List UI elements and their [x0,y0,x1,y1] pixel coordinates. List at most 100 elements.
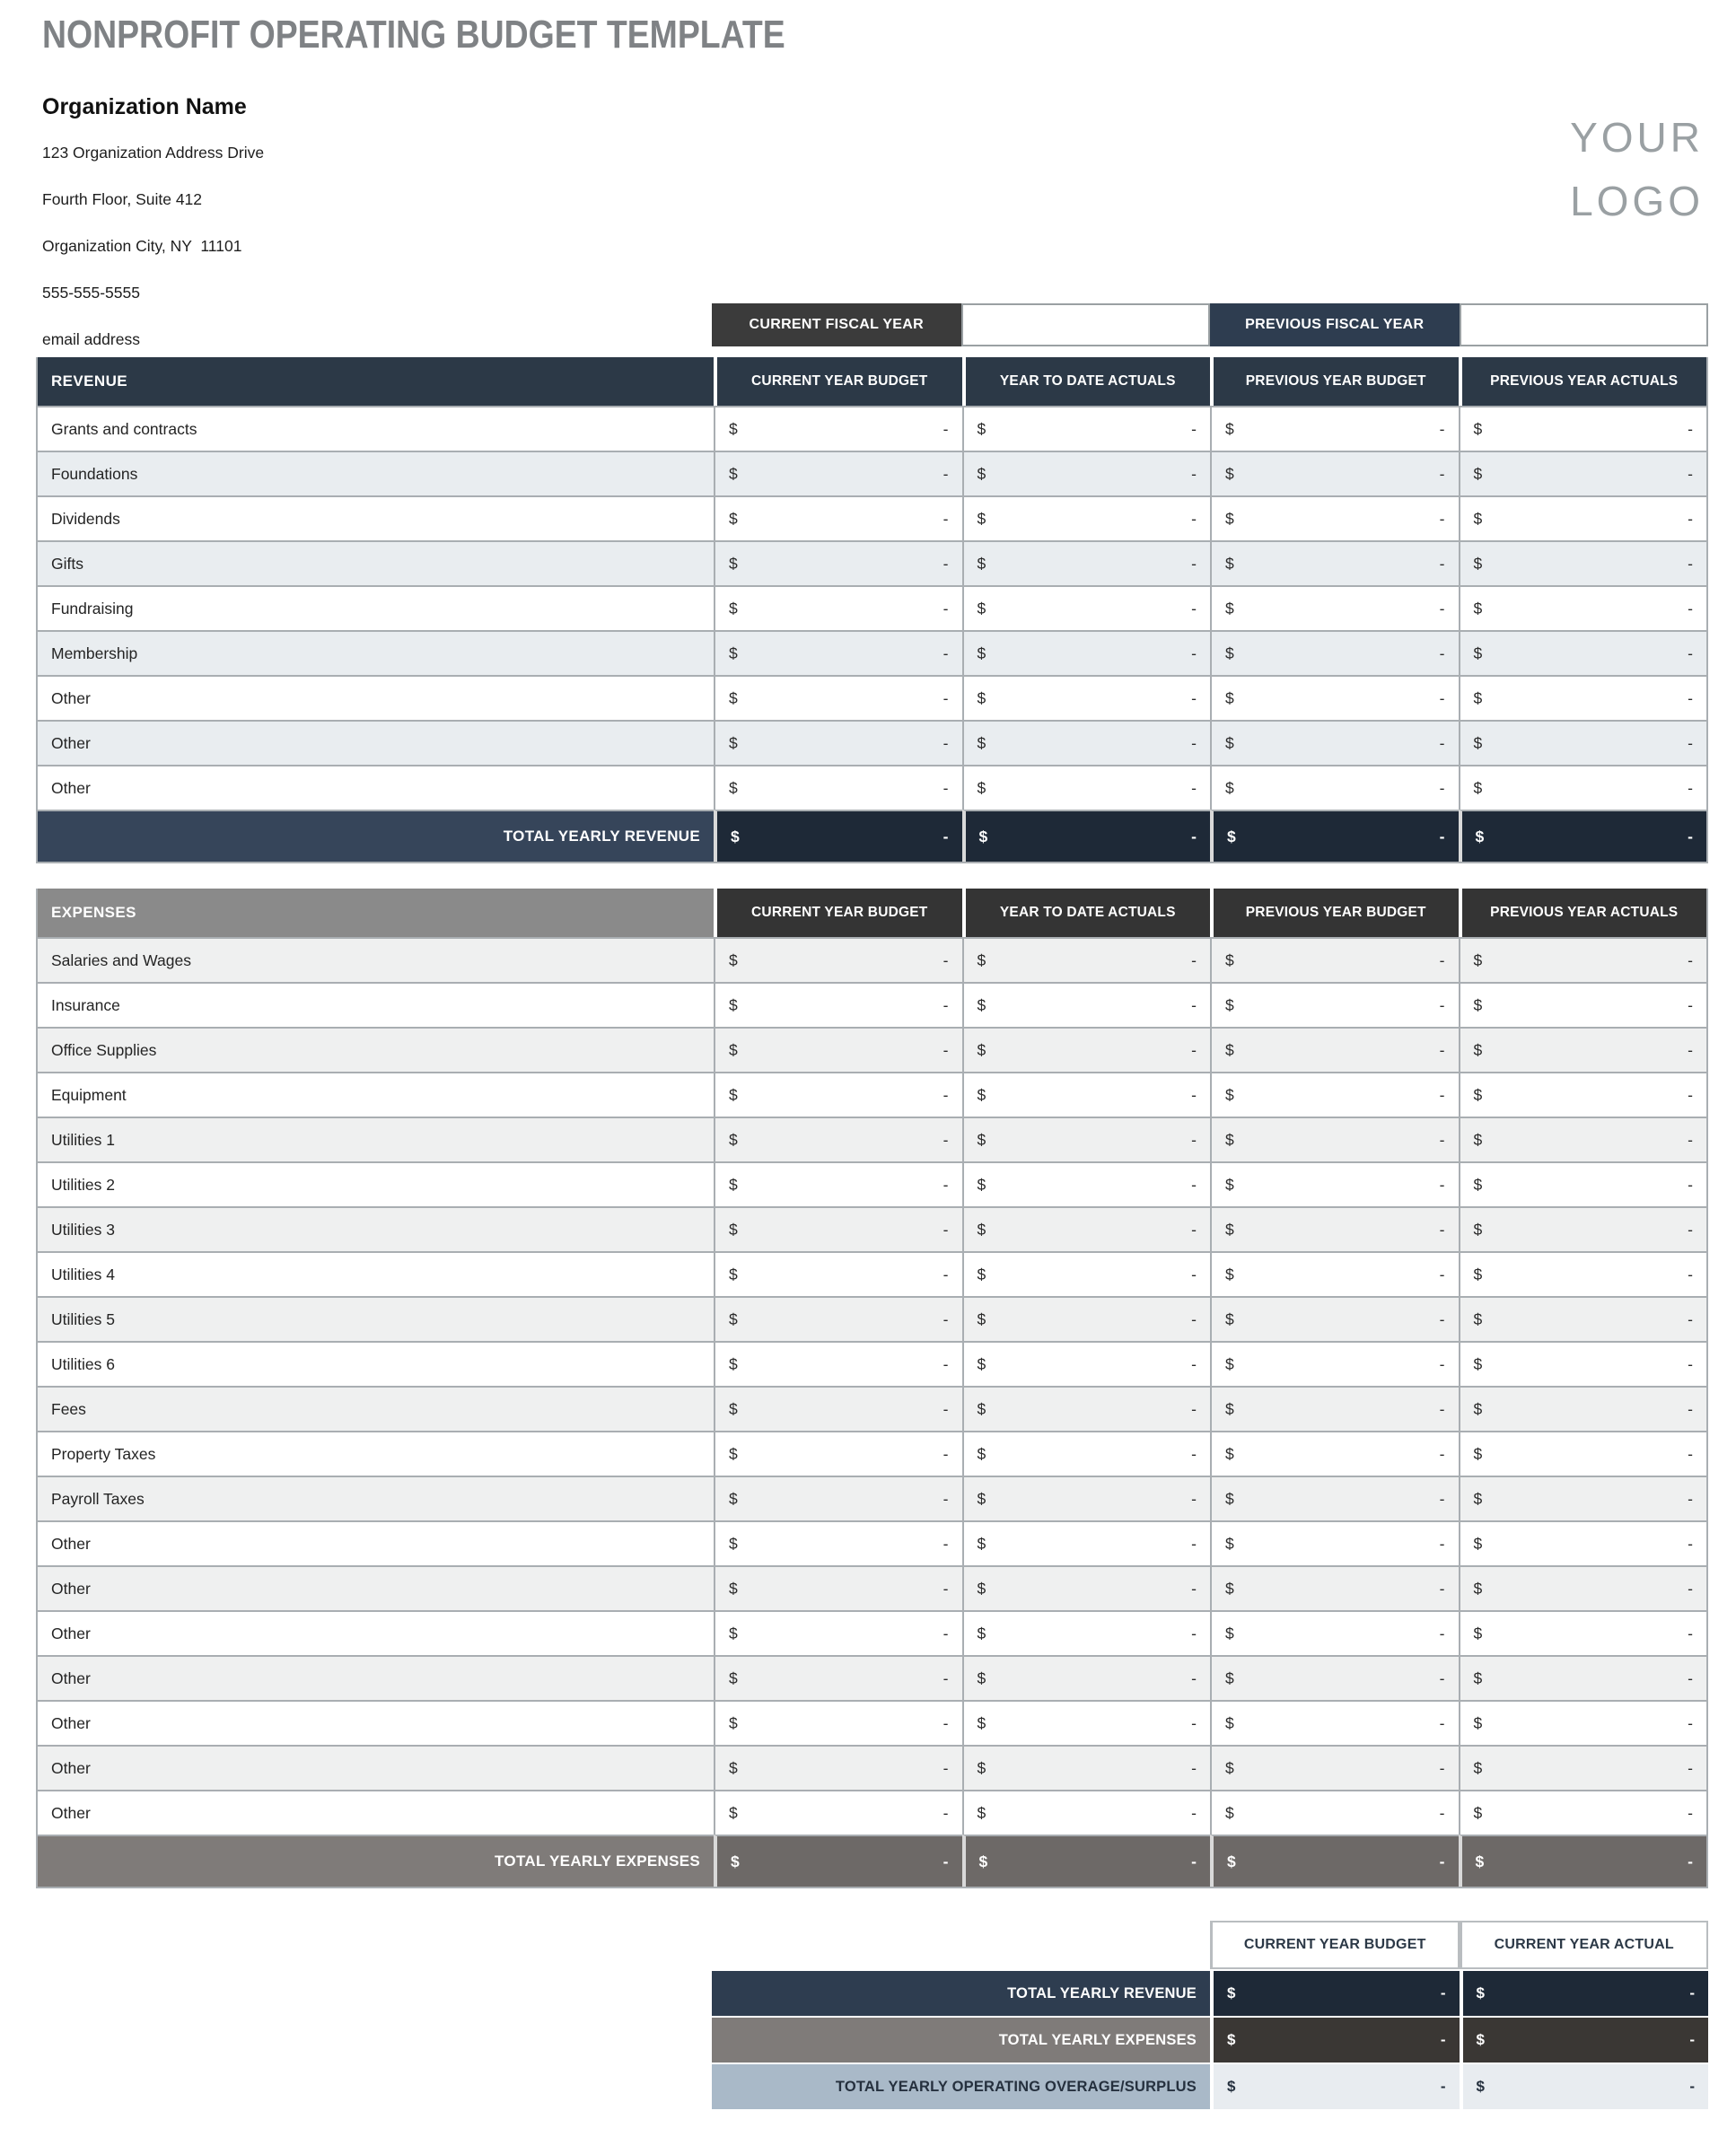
revenue-row-label[interactable]: Other [38,675,714,720]
expenses-value-cell[interactable]: $ - [961,1206,1210,1251]
expenses-total-value-cell[interactable]: $ - [1458,1835,1706,1887]
expenses-value-cell[interactable]: $ - [1210,1386,1459,1431]
expenses-value-cell[interactable]: $ - [1210,982,1459,1027]
revenue-value-cell[interactable]: $ - [1210,585,1459,630]
revenue-value-cell[interactable]: $ - [1210,765,1459,810]
expenses-value-cell[interactable]: $ - [1210,1745,1459,1790]
revenue-value-cell[interactable]: $ - [961,451,1210,495]
expenses-value-cell[interactable]: $ - [714,982,962,1027]
revenue-value-cell[interactable]: $ - [1210,406,1459,451]
expenses-value-cell[interactable]: $ - [961,1790,1210,1835]
revenue-value-cell[interactable]: $ - [961,540,1210,585]
expenses-value-cell[interactable]: $ - [1458,1655,1706,1700]
expenses-value-cell[interactable]: $ - [714,1476,962,1520]
expenses-value-cell[interactable]: $ - [961,1476,1210,1520]
summary-value-cell[interactable]: $ - [1210,2063,1460,2109]
expenses-row-label[interactable]: Equipment [38,1072,714,1117]
current-fiscal-year-input[interactable] [960,303,1210,346]
expenses-value-cell[interactable]: $ - [1458,1027,1706,1072]
expenses-value-cell[interactable]: $ - [714,1206,962,1251]
expenses-row-label[interactable]: Utilities 5 [38,1296,714,1341]
revenue-value-cell[interactable]: $ - [1210,451,1459,495]
expenses-total-value-cell[interactable]: $ - [714,1835,962,1887]
summary-value-cell[interactable]: $ - [1210,1969,1460,2016]
revenue-row-label[interactable]: Dividends [38,495,714,540]
expenses-value-cell[interactable]: $ - [961,1027,1210,1072]
expenses-value-cell[interactable]: $ - [714,937,962,982]
revenue-row-label[interactable]: Membership [38,630,714,675]
expenses-value-cell[interactable]: $ - [961,1610,1210,1655]
expenses-value-cell[interactable]: $ - [714,1386,962,1431]
expenses-total-value-cell[interactable]: $ - [961,1835,1210,1887]
expenses-value-cell[interactable]: $ - [1458,1251,1706,1296]
revenue-value-cell[interactable]: $ - [1458,540,1706,585]
expenses-row-label[interactable]: Other [38,1745,714,1790]
expenses-value-cell[interactable]: $ - [714,1790,962,1835]
revenue-value-cell[interactable]: $ - [1210,630,1459,675]
revenue-value-cell[interactable]: $ - [1458,720,1706,765]
expenses-value-cell[interactable]: $ - [1458,1790,1706,1835]
expenses-value-cell[interactable]: $ - [961,1072,1210,1117]
expenses-value-cell[interactable]: $ - [1210,1476,1459,1520]
expenses-value-cell[interactable]: $ - [714,1700,962,1745]
expenses-value-cell[interactable]: $ - [961,1117,1210,1161]
revenue-value-cell[interactable]: $ - [961,406,1210,451]
expenses-value-cell[interactable]: $ - [1458,937,1706,982]
expenses-value-cell[interactable]: $ - [961,1341,1210,1386]
expenses-value-cell[interactable]: $ - [1210,1206,1459,1251]
expenses-row-label[interactable]: Office Supplies [38,1027,714,1072]
expenses-value-cell[interactable]: $ - [1458,1072,1706,1117]
revenue-row-label[interactable]: Gifts [38,540,714,585]
expenses-value-cell[interactable]: $ - [1458,1565,1706,1610]
expenses-value-cell[interactable]: $ - [1458,1610,1706,1655]
expenses-value-cell[interactable]: $ - [1458,1431,1706,1476]
revenue-value-cell[interactable]: $ - [1210,675,1459,720]
expenses-value-cell[interactable]: $ - [1210,1072,1459,1117]
expenses-value-cell[interactable]: $ - [1458,1206,1706,1251]
expenses-value-cell[interactable]: $ - [961,1386,1210,1431]
expenses-value-cell[interactable]: $ - [1210,1790,1459,1835]
expenses-value-cell[interactable]: $ - [714,1610,962,1655]
expenses-value-cell[interactable]: $ - [714,1520,962,1565]
expenses-value-cell[interactable]: $ - [714,1655,962,1700]
expenses-value-cell[interactable]: $ - [1210,1251,1459,1296]
expenses-value-cell[interactable]: $ - [714,1072,962,1117]
expenses-value-cell[interactable]: $ - [1210,1565,1459,1610]
revenue-value-cell[interactable]: $ - [961,765,1210,810]
expenses-value-cell[interactable]: $ - [714,1027,962,1072]
expenses-value-cell[interactable]: $ - [961,1520,1210,1565]
expenses-value-cell[interactable]: $ - [714,1296,962,1341]
revenue-value-cell[interactable]: $ - [714,675,962,720]
revenue-value-cell[interactable]: $ - [1210,495,1459,540]
expenses-value-cell[interactable]: $ - [714,1431,962,1476]
expenses-row-label[interactable]: Fees [38,1386,714,1431]
expenses-row-label[interactable]: Other [38,1565,714,1610]
expenses-row-label[interactable]: Salaries and Wages [38,937,714,982]
expenses-value-cell[interactable]: $ - [714,1161,962,1206]
revenue-value-cell[interactable]: $ - [714,720,962,765]
revenue-total-value-cell[interactable]: $ - [961,810,1210,862]
summary-value-cell[interactable]: $ - [1210,2016,1460,2063]
expenses-row-label[interactable]: Utilities 6 [38,1341,714,1386]
revenue-total-value-cell[interactable]: $ - [1210,810,1459,862]
revenue-total-value-cell[interactable]: $ - [1458,810,1706,862]
revenue-row-label[interactable]: Grants and contracts [38,406,714,451]
expenses-row-label[interactable]: Other [38,1520,714,1565]
expenses-value-cell[interactable]: $ - [961,1565,1210,1610]
revenue-value-cell[interactable]: $ - [961,720,1210,765]
revenue-value-cell[interactable]: $ - [1210,720,1459,765]
revenue-row-label[interactable]: Foundations [38,451,714,495]
expenses-value-cell[interactable]: $ - [961,937,1210,982]
expenses-value-cell[interactable]: $ - [714,1117,962,1161]
expenses-value-cell[interactable]: $ - [714,1565,962,1610]
revenue-value-cell[interactable]: $ - [1458,765,1706,810]
summary-value-cell[interactable]: $ - [1459,1969,1708,2016]
expenses-value-cell[interactable]: $ - [1210,1161,1459,1206]
revenue-value-cell[interactable]: $ - [1458,585,1706,630]
revenue-row-label[interactable]: Other [38,765,714,810]
expenses-row-label[interactable]: Other [38,1655,714,1700]
revenue-value-cell[interactable]: $ - [714,495,962,540]
expenses-row-label[interactable]: Property Taxes [38,1431,714,1476]
expenses-value-cell[interactable]: $ - [1210,1520,1459,1565]
expenses-value-cell[interactable]: $ - [1458,1296,1706,1341]
